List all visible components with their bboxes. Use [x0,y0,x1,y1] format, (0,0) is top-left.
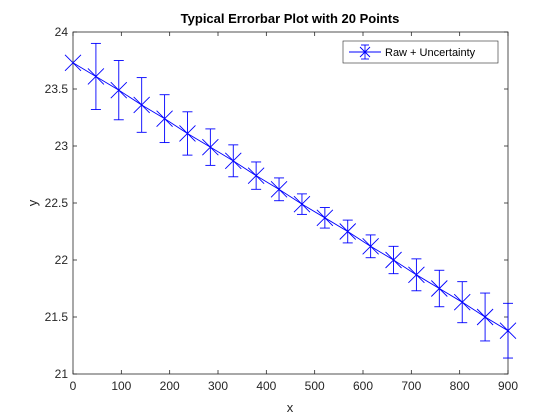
data-point-x-marker [133,96,151,114]
x-tick-label: 300 [208,379,228,393]
data-point-x-marker [408,266,425,284]
data-point-x-marker [293,195,311,213]
y-tick-label: 22 [55,253,69,267]
data-point-x-marker [499,322,517,339]
axes-box [72,31,509,375]
x-tick-label: 800 [450,379,470,393]
data-point-x-marker [476,308,494,326]
x-tick-label: 900 [498,379,518,393]
data-point-x-marker [87,68,105,85]
data-point-x-marker [64,54,82,72]
data-point-x-marker [270,181,288,198]
x-tick-label: 600 [353,379,373,393]
y-axis: 21 21.5 22 22.5 23 23.5 24 [45,25,508,381]
legend-box [342,40,499,64]
legend-entry-label: Raw + Uncertainty [385,47,476,59]
data-point-x-marker [385,251,402,269]
x-tick-label: 0 [70,379,77,393]
x-axis-label: x [287,400,294,415]
legend-x-marker-icon [359,46,371,58]
data-point-x-marker [156,110,173,127]
legend: Raw + Uncertainty [342,40,499,64]
x-tick-label: 700 [401,379,421,393]
x-tick-label: 200 [160,379,180,393]
data-point-x-marker [202,138,219,156]
data-point-x-marker [110,81,128,99]
y-tick-label: 24 [55,25,69,39]
data-point-x-marker [430,280,448,297]
data-point-x-marker [339,223,357,240]
plot-area: 0 100 200 300 400 500 600 700 800 900 21 21.5 22 22.… [45,25,519,393]
x-tick-label: 500 [305,379,325,393]
y-tick-label: 23.5 [45,82,69,96]
y-tick-label: 21 [55,367,69,381]
y-axis-label: y [25,199,40,206]
data-point-x-marker [316,209,334,227]
x-axis: 0 100 200 300 400 500 600 700 800 900 [70,32,518,393]
data-point-x-marker [247,167,265,184]
data-point-x-marker [224,152,242,170]
series-layer [64,42,517,359]
y-tick-label: 23 [55,139,69,153]
data-point-x-marker [453,293,471,311]
x-tick-label: 400 [256,379,276,393]
chart-title: Typical Errorbar Plot with 20 Points [181,11,400,26]
y-tick-label: 21.5 [45,310,69,324]
y-tick-label: 22.5 [45,196,69,210]
data-point-x-marker [179,125,196,142]
series-line [72,62,509,332]
x-tick-label: 100 [111,379,131,393]
data-point-x-marker [362,238,379,255]
